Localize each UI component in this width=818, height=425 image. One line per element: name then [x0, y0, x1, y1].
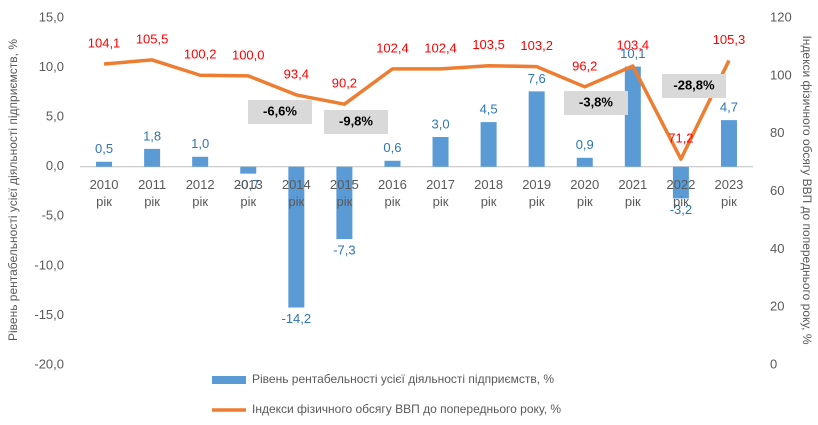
annotation: -3,8% [579, 94, 613, 109]
line-value-label: 71,2 [668, 131, 693, 146]
line-value-label: 96,2 [572, 58, 597, 73]
y-tick-label: -20,0 [34, 356, 64, 371]
x-tick-label: 2023 рік [714, 176, 744, 209]
bar-value-label: 7,6 [528, 71, 546, 86]
x-tick-label: 2020 рік [570, 176, 600, 209]
legend-swatch [212, 376, 246, 384]
y2-tick-label: 100 [770, 67, 792, 82]
line-value-label: 102,4 [376, 40, 409, 55]
bar-value-label: 1,8 [143, 128, 161, 143]
x-tick-label: 2013 рік [233, 176, 263, 209]
x-tick-label: 2014 рік [281, 176, 311, 209]
x-tick-label: 2019 рік [522, 176, 552, 209]
bar [480, 122, 497, 167]
y-tick-label: -15,0 [34, 307, 64, 322]
bar [336, 166, 353, 240]
bar [288, 166, 305, 308]
x-tick-label: 2017 рік [426, 176, 455, 209]
bar-value-label: -3,2 [670, 202, 692, 217]
line-value-label: 103,5 [472, 37, 505, 52]
bar-value-label: 1,0 [191, 136, 209, 151]
annotation: -9,8% [339, 113, 373, 128]
y-tick-label: 5,0 [46, 109, 64, 124]
y2-tick-label: 120 [770, 9, 792, 24]
bar-value-label: -14,2 [282, 311, 312, 326]
x-tick-label: 2012 рік [185, 176, 215, 209]
bar [192, 156, 209, 167]
x-tick-label: 2021 рік [618, 176, 648, 209]
line-value-label: 100,2 [184, 47, 217, 62]
x-tick-label: 2016 рік [377, 176, 407, 209]
y-tick-label: 10,0 [39, 59, 64, 74]
bar [144, 148, 161, 167]
annotation-box [564, 91, 628, 115]
line-value-label: 100,0 [232, 47, 265, 62]
x-tick-label: 2018 рік [474, 176, 504, 209]
bar [624, 66, 641, 167]
y2-tick-label: 20 [770, 299, 784, 314]
line-value-label: 105,3 [713, 32, 746, 47]
line-value-label: 105,5 [136, 31, 169, 46]
y-tick-label: -10,0 [34, 257, 64, 272]
y2-axis-title: Індекси фізичного обсягу ВВП до попередн… [800, 35, 814, 344]
x-tick-label: 2015 рік [329, 176, 359, 209]
bar-value-label: 4,5 [480, 102, 498, 117]
legend-label: Рівень рентабельності усієї діяльності п… [252, 372, 554, 386]
bar [384, 160, 401, 167]
bar [240, 166, 257, 174]
x-tick-label: 2022 рік [666, 176, 696, 209]
annotation-box [324, 110, 388, 134]
bar-value-label: 10,1 [620, 46, 645, 61]
annotation-box [662, 74, 726, 98]
y2-tick-label: 0 [770, 356, 777, 371]
y-tick-label: 15,0 [39, 9, 64, 24]
bar-value-label: 0,5 [95, 141, 113, 156]
bar [672, 166, 689, 199]
annotation: -28,8% [673, 77, 715, 92]
bar-value-label: -0,7 [237, 177, 259, 192]
bar [576, 157, 593, 167]
x-tick-label: 2010 рік [89, 176, 119, 209]
x-tick-label: 2011 рік [138, 176, 167, 209]
y2-tick-label: 40 [770, 241, 784, 256]
bar-value-label: 0,9 [576, 137, 594, 152]
y-tick-label: -5,0 [42, 208, 64, 223]
bar [720, 120, 737, 167]
y-axis-title: Рівень рентабельності усієї діяльності п… [6, 39, 20, 341]
y-tick-label: 0,0 [46, 158, 64, 173]
line-value-label: 103,4 [617, 37, 650, 52]
bar-value-label: 3,0 [431, 116, 449, 131]
bar-value-label: -7,3 [333, 243, 355, 258]
y2-tick-label: 80 [770, 125, 784, 140]
line [103, 58, 731, 161]
bar-value-label: 0,6 [383, 140, 401, 155]
bar [432, 136, 449, 167]
bar [96, 161, 113, 167]
legend-label: Індекси фізичного обсягу ВВП до попередн… [252, 402, 561, 416]
annotation: -6,6% [263, 103, 297, 118]
y2-tick-label: 60 [770, 183, 784, 198]
bar [528, 91, 545, 167]
line-value-label: 104,1 [88, 35, 121, 50]
bar-value-label: 4,7 [720, 100, 738, 115]
line-value-label: 90,2 [332, 76, 357, 91]
line-value-label: 102,4 [424, 40, 457, 55]
annotation-box [248, 100, 312, 124]
line-value-label: 93,4 [284, 66, 309, 81]
line-value-label: 103,2 [520, 38, 553, 53]
